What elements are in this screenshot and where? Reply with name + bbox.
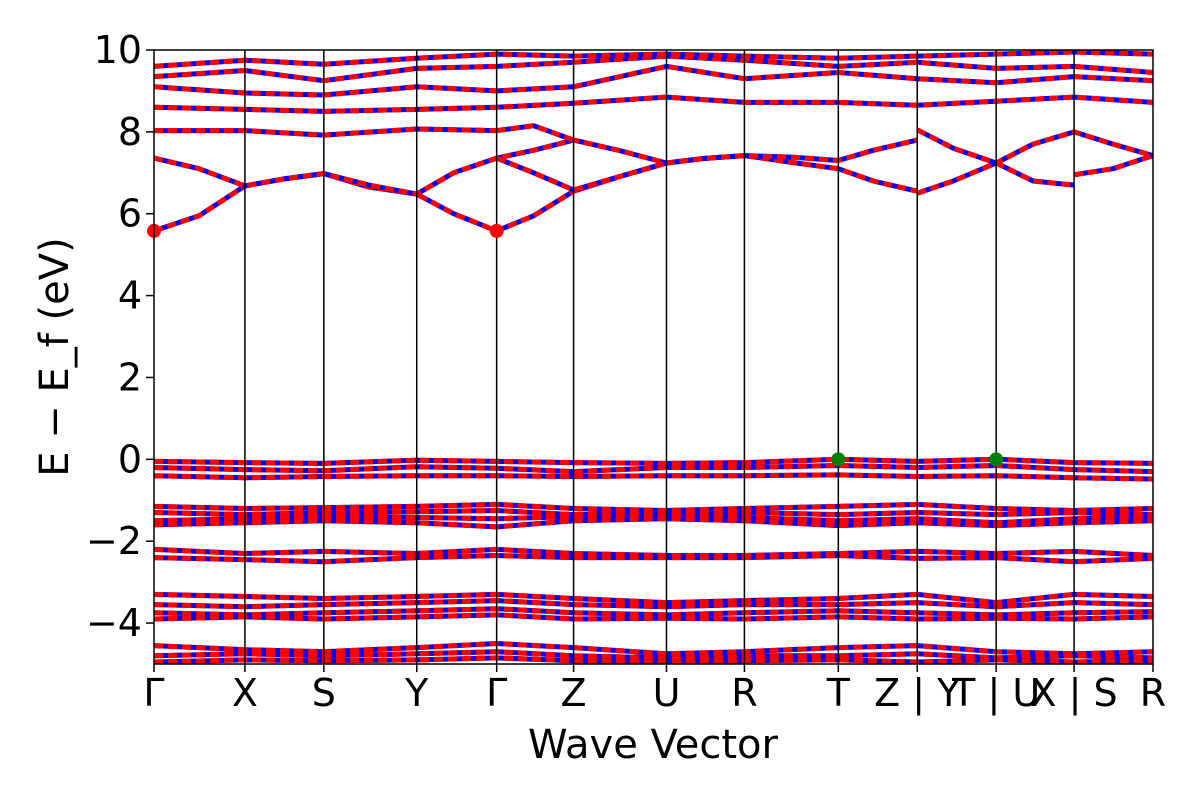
y-tick-label-2: 6 [118, 192, 142, 236]
y-tick-label-1: 8 [118, 110, 142, 154]
kpath-lines [244, 50, 1075, 664]
plot-background [154, 50, 1153, 664]
y-tick-label-6: −2 [86, 519, 142, 563]
extrema-markers [147, 223, 1004, 467]
band-spin-down-5 [916, 127, 1153, 166]
y-axis: 10 8 6 4 2 0 −2 −4 [86, 28, 154, 645]
band-spin-down-1 [154, 137, 918, 197]
x-tick-label-3: Y [404, 671, 429, 715]
x-axis-label: Wave Vector [528, 722, 779, 768]
x-tick-label-8: T [826, 671, 851, 715]
band-spin-up-7 [1073, 153, 1153, 178]
y-tick-label-4: 2 [118, 355, 142, 399]
vbm-marker-0 [831, 452, 846, 467]
x-tick-label-2: S [312, 671, 336, 715]
x-tick-label-12: R [1140, 671, 1166, 715]
band-spin-down-2 [495, 155, 668, 193]
x-axis: Γ X S Y Γ Z U R T Z | YT | UX | S R [143, 664, 1166, 716]
x-tick-label-4: Γ [486, 671, 507, 715]
vbm-marker-1 [989, 452, 1004, 467]
x-tick-label-9: Z | Y [874, 671, 961, 716]
x-tick-label-11: X | S [1031, 671, 1118, 716]
x-tick-label-7: R [731, 671, 757, 715]
x-tick-label-1: X [232, 671, 258, 715]
plot-frame [153, 49, 1154, 665]
y-tick-label-5: 0 [118, 437, 142, 481]
y-tick-label-0: 10 [94, 28, 142, 72]
x-tick-label-10: T | U [951, 671, 1040, 716]
x-tick-label-0: Γ [143, 671, 164, 715]
band-spin-up-3 [496, 123, 575, 143]
y-tick-label-3: 4 [118, 274, 142, 318]
cbm-marker-1 [489, 223, 504, 238]
x-tick-label-6: U [653, 671, 681, 715]
y-axis-label: E − E_f (eV) [32, 237, 78, 476]
y-tick-label-7: −4 [86, 601, 142, 645]
x-tick-label-5: Z [561, 671, 587, 715]
